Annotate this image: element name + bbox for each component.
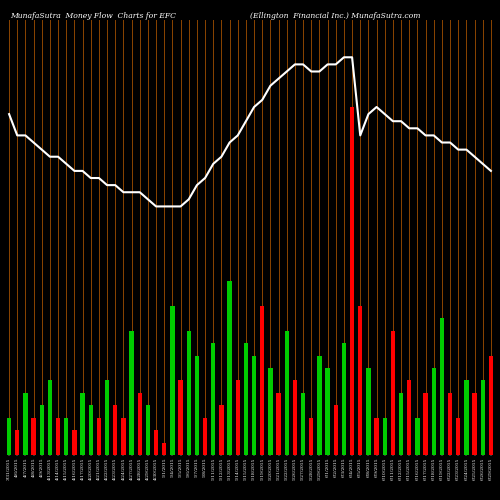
Bar	[178, 380, 183, 455]
Bar	[350, 107, 354, 455]
Bar	[105, 380, 110, 455]
Bar	[358, 306, 362, 455]
Bar	[32, 418, 36, 455]
Bar	[292, 380, 297, 455]
Bar	[72, 430, 76, 455]
Text: (Ellington  Financial Inc.) MunafaSutra.com: (Ellington Financial Inc.) MunafaSutra.c…	[250, 12, 420, 20]
Bar	[317, 356, 322, 455]
Bar	[138, 393, 142, 455]
Bar	[309, 418, 314, 455]
Bar	[154, 430, 158, 455]
Bar	[415, 418, 420, 455]
Bar	[219, 406, 224, 455]
Bar	[301, 393, 306, 455]
Bar	[374, 418, 379, 455]
Bar	[366, 368, 370, 455]
Bar	[40, 406, 44, 455]
Bar	[326, 368, 330, 455]
Bar	[121, 418, 126, 455]
Bar	[23, 393, 28, 455]
Bar	[260, 306, 264, 455]
Bar	[48, 380, 52, 455]
Bar	[472, 393, 477, 455]
Bar	[488, 356, 493, 455]
Bar	[170, 306, 174, 455]
Bar	[268, 368, 272, 455]
Bar	[424, 393, 428, 455]
Bar	[186, 330, 191, 455]
Bar	[162, 442, 166, 455]
Bar	[194, 356, 199, 455]
Bar	[80, 393, 85, 455]
Bar	[96, 418, 101, 455]
Bar	[7, 418, 12, 455]
Bar	[399, 393, 404, 455]
Bar	[211, 343, 216, 455]
Bar	[432, 368, 436, 455]
Bar	[146, 406, 150, 455]
Bar	[480, 380, 485, 455]
Bar	[284, 330, 289, 455]
Bar	[56, 418, 60, 455]
Bar	[64, 418, 68, 455]
Bar	[407, 380, 412, 455]
Bar	[228, 281, 232, 455]
Bar	[113, 406, 117, 455]
Bar	[390, 330, 395, 455]
Bar	[382, 418, 387, 455]
Bar	[342, 343, 346, 455]
Text: MunafaSutra  Money Flow  Charts for EFC: MunafaSutra Money Flow Charts for EFC	[10, 12, 176, 20]
Bar	[244, 343, 248, 455]
Bar	[252, 356, 256, 455]
Bar	[456, 418, 460, 455]
Bar	[276, 393, 281, 455]
Bar	[334, 406, 338, 455]
Bar	[88, 406, 93, 455]
Bar	[440, 318, 444, 455]
Bar	[203, 418, 207, 455]
Bar	[448, 393, 452, 455]
Bar	[464, 380, 468, 455]
Bar	[15, 430, 20, 455]
Bar	[236, 380, 240, 455]
Bar	[130, 330, 134, 455]
